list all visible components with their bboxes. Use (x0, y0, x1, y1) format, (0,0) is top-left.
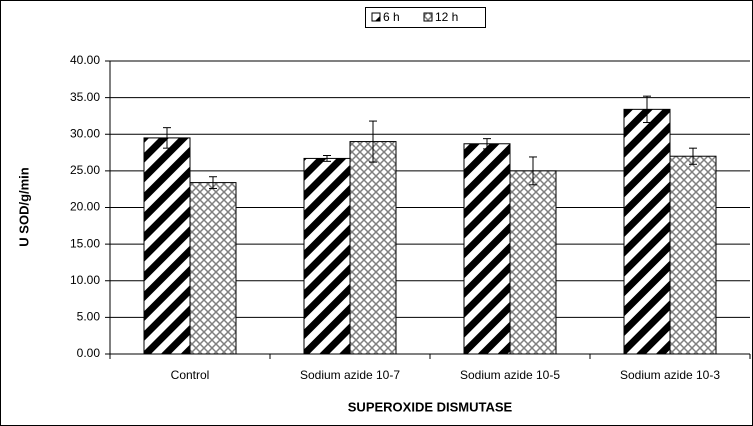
bar (349, 141, 397, 355)
y-tick-label: 0.00 (77, 346, 101, 360)
legend-swatch (371, 12, 381, 22)
bar (189, 182, 237, 355)
y-tick-label: 10.00 (70, 273, 100, 287)
x-tick-label: Sodium azide 10-3 (620, 368, 720, 382)
legend-swatch (423, 12, 433, 22)
bar (143, 137, 191, 355)
y-tick-label: 5.00 (77, 310, 101, 324)
x-tick-label: Sodium azide 10-7 (300, 368, 400, 382)
bar (463, 143, 511, 355)
bar (509, 170, 557, 355)
y-tick-label: 15.00 (70, 236, 100, 250)
x-tick-label: Control (171, 368, 210, 382)
bar (303, 157, 351, 355)
y-axis-title: U SOD/g/min (16, 167, 31, 247)
bar (669, 155, 717, 355)
x-tick-label: Sodium azide 10-5 (460, 368, 560, 382)
y-tick-label: 30.00 (70, 126, 100, 140)
y-tick-label: 25.00 (70, 163, 100, 177)
legend-label: 6 h (383, 10, 400, 24)
y-tick-label: 20.00 (70, 200, 100, 214)
legend-label: 12 h (435, 10, 458, 24)
x-axis-title: SUPEROXIDE DISMUTASE (348, 399, 513, 414)
y-tick-label: 40.00 (70, 53, 100, 67)
y-tick-label: 35.00 (70, 90, 100, 104)
bar (623, 108, 671, 355)
